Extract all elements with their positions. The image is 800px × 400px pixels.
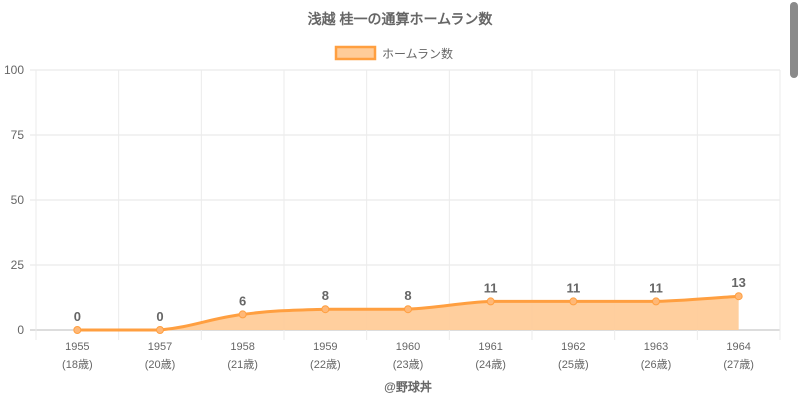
data-point [734,292,743,301]
data-point [486,297,495,306]
data-point [569,297,578,306]
x-tick-label: 1959 [313,341,337,353]
data-label: 13 [731,275,745,290]
x-tick-sublabel: (23歳) [393,358,424,371]
y-tick-label: 75 [11,128,25,142]
x-tick-label: 1961 [478,341,502,353]
x-tick-label: 1958 [230,341,254,353]
data-label: 8 [322,288,329,303]
x-tick-sublabel: (18歳) [62,358,93,371]
data-point [73,326,82,334]
data-label: 8 [404,288,411,303]
x-tick-label: 1962 [561,341,585,353]
x-tick-sublabel: (21歳) [227,358,258,371]
y-tick-label: 25 [11,258,25,272]
y-tick-label: 50 [11,193,25,207]
x-tick-sublabel: (26歳) [641,358,672,371]
legend-label[interactable]: ホームラン数 [382,46,453,61]
data-point [404,305,412,314]
x-tick-sublabel: (20歳) [145,358,176,371]
legend-swatch[interactable] [334,45,377,61]
credit: @野球丼 [384,379,432,394]
data-point [156,326,164,334]
x-tick-sublabel: (25歳) [558,358,589,371]
x-tick-label: 1963 [644,341,668,353]
chart-title: 浅越 桂一の通算ホームラン数 [308,11,494,27]
x-tick-sublabel: (22歳) [310,358,341,371]
x-tick-label: 1960 [396,341,420,353]
data-label: 11 [484,280,498,295]
y-tick-label: 100 [4,63,24,77]
y-tick-label: 0 [17,323,24,337]
data-point [652,297,660,306]
x-tick-label: 1957 [148,341,172,353]
x-tick-label: 1955 [65,341,89,353]
data-label: 6 [239,293,246,308]
scrollbar[interactable] [790,2,798,78]
data-label: 0 [156,309,163,324]
data-label: 11 [649,280,663,295]
data-label: 11 [566,280,580,295]
x-tick-sublabel: (24歳) [475,358,506,371]
x-tick-label: 1964 [726,341,750,353]
data-point [321,305,330,314]
data-point [238,310,247,319]
x-tick-sublabel: (27歳) [723,358,754,371]
data-label: 0 [74,309,81,324]
